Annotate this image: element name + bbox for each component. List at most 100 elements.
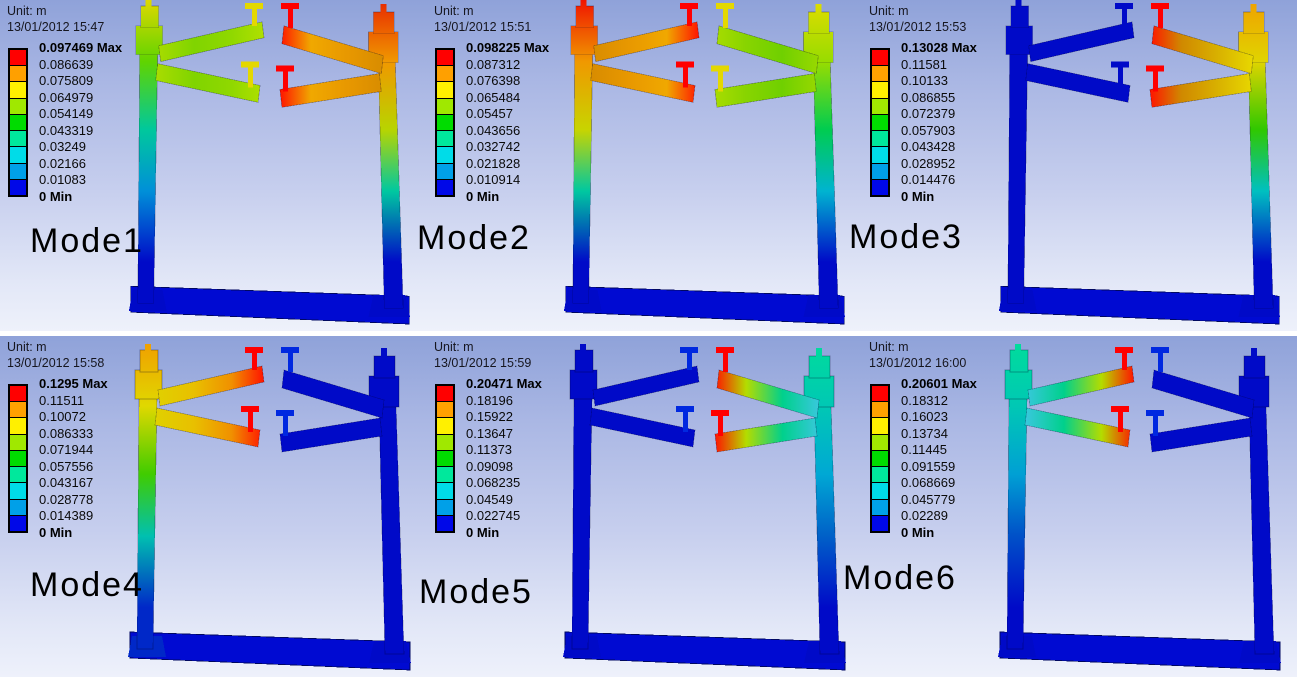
left-upper-twistlock-pin-icon: [687, 5, 693, 26]
panel-mode3: Unit: m 13/01/2012 15:53 0.13028 Max 0.11…: [849, 0, 1297, 331]
legend-band: [872, 179, 888, 195]
right-lower-arm: [714, 73, 817, 108]
right-lower-twistlock-cap-icon: [275, 65, 294, 72]
bottom-row: Unit: m 13/01/2012 15:58 0.1295 Max 0.115…: [0, 336, 1297, 677]
legend-band: [872, 418, 888, 435]
row-divider: [0, 331, 1297, 336]
left-column-top-pin-icon: [145, 344, 151, 352]
right-column: [812, 61, 839, 309]
left-upper-twistlock-pin-icon: [1122, 350, 1127, 370]
legend-value-label: 0.02289: [901, 508, 948, 524]
contour-legend: 0.20471 Max 0.18196 0.15922 0.13647 0.11373 0…: [435, 376, 585, 548]
legend-band: [437, 179, 453, 195]
right-lower-twistlock-cap-icon: [276, 410, 294, 416]
panel-header: Unit: m 13/01/2012 15:58: [7, 339, 104, 371]
left-column-head: [569, 369, 598, 400]
base-beam: [999, 631, 1281, 671]
legend-value-label: 0.086333: [39, 425, 94, 441]
legend-value-label: 0.045779: [901, 491, 956, 507]
legend-value-label: 0.071944: [39, 442, 94, 458]
mode-label: Mode6: [843, 559, 957, 597]
legend-min-label: 0 Min: [466, 525, 500, 541]
structure-3d-view: [563, 0, 846, 325]
unit-label: Unit: m: [434, 340, 474, 354]
right-lower-twistlock-cap-icon: [710, 65, 729, 72]
unit-label: Unit: m: [869, 4, 909, 18]
timestamp: 13/01/2012 15:51: [434, 20, 532, 34]
legend-band: [10, 515, 26, 531]
legend-band: [872, 483, 888, 500]
contour-legend: 0.098225 Max 0.087312 0.076398 0.065484 0.05…: [435, 40, 585, 212]
legend-value-label: 0.043167: [39, 475, 94, 491]
legend-value-label: 0.022745: [466, 508, 521, 524]
right-upper-twistlock-cap-icon: [281, 347, 299, 353]
right-upper-twistlock-pin-icon: [1157, 5, 1163, 28]
legend-band: [10, 179, 26, 195]
left-column: [1006, 395, 1028, 650]
structure-3d-view: [128, 344, 411, 671]
right-lower-twistlock-pin-icon: [283, 414, 288, 436]
right-column: [378, 405, 405, 655]
left-column-top-block: [1010, 5, 1030, 29]
legend-value-label: 0.043428: [901, 139, 956, 155]
right-lower-arm: [714, 417, 818, 453]
left-column: [136, 395, 158, 650]
legend-value-label: 0.18196: [466, 392, 513, 408]
legend-band: [872, 434, 888, 451]
legend-max-label: 0.097469 Max: [39, 40, 123, 55]
legend-value-label: 0.076398: [466, 73, 521, 89]
timestamp: 13/01/2012 15:47: [7, 20, 105, 34]
legend-band: [437, 131, 453, 148]
legend-value-label: 0.10072: [39, 409, 86, 425]
left-lower-twistlock-pin-icon: [248, 410, 253, 432]
contour-legend: 0.1295 Max 0.11511 0.10072 0.086333 0.071944…: [8, 376, 158, 548]
legend-band: [437, 499, 453, 516]
right-lower-twistlock-pin-icon: [717, 69, 723, 92]
legend-band: [872, 163, 888, 180]
left-upper-arm: [157, 365, 265, 407]
right-upper-arm: [1151, 25, 1254, 75]
legend-band: [437, 147, 453, 164]
legend-band: [437, 82, 453, 99]
legend-min-label: 0 Min: [466, 189, 500, 205]
left-upper-twistlock-cap-icon: [245, 2, 264, 9]
right-lower-twistlock-pin-icon: [1152, 69, 1158, 92]
legend-band: [10, 499, 26, 516]
contour-legend: 0.13028 Max 0.11581 0.10133 0.086855 0.07237…: [870, 40, 1020, 212]
right-column-top-block: [808, 355, 831, 379]
legend-band: [872, 131, 888, 148]
legend-band: [10, 386, 26, 403]
right-column-top-pin-icon: [815, 3, 822, 14]
right-column: [377, 61, 404, 309]
structure-3d-view: [563, 344, 846, 671]
contour-legend: 0.20601 Max 0.18312 0.16023 0.13734 0.11445 0…: [870, 376, 1020, 548]
legend-value-label: 0.014389: [39, 508, 94, 524]
legend-value-label: 0.068235: [466, 475, 521, 491]
legend-value-label: 0.075809: [39, 73, 94, 89]
right-lower-twistlock-pin-icon: [282, 69, 288, 92]
legend-band: [437, 418, 453, 435]
mode-label: Mode5: [419, 573, 533, 611]
panel-header: Unit: m 13/01/2012 15:53: [869, 3, 966, 35]
legend-band: [437, 515, 453, 531]
left-column-top-pin-icon: [1015, 0, 1022, 8]
right-lower-twistlock-cap-icon: [711, 410, 729, 416]
legend-band: [872, 147, 888, 164]
left-upper-arm: [1027, 365, 1135, 407]
legend-band: [437, 483, 453, 500]
legend-value-label: 0.18312: [901, 392, 948, 408]
legend-band: [437, 386, 453, 403]
mode-label: Mode4: [30, 566, 144, 604]
right-upper-twistlock-cap-icon: [716, 347, 734, 353]
mode-label: Mode3: [849, 218, 963, 256]
left-upper-arm: [158, 21, 265, 63]
base-beam: [130, 285, 410, 325]
legend-band: [437, 163, 453, 180]
legend-band: [437, 50, 453, 67]
legend-value-label: 0.021828: [466, 155, 521, 171]
left-column-top-pin-icon: [145, 0, 152, 8]
legend-band: [872, 50, 888, 67]
panel-header: Unit: m 13/01/2012 15:59: [434, 339, 531, 371]
left-lower-twistlock-cap-icon: [1111, 406, 1129, 412]
legend-min-label: 0 Min: [39, 189, 73, 205]
